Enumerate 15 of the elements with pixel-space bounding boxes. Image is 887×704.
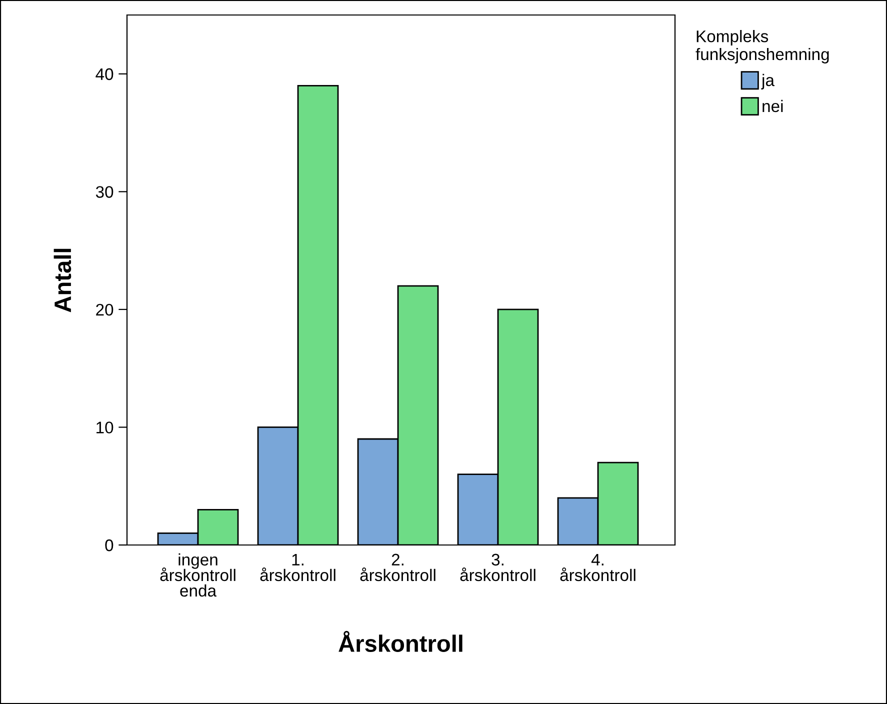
legend-label: nei (762, 100, 783, 112)
y-tick-label: 20 (96, 304, 114, 316)
x-tick-label: ingen årskontroll enda (160, 553, 236, 597)
x-tick-label: 4. årskontroll (560, 554, 636, 582)
y-tick-label: 40 (96, 68, 114, 80)
x-tick-label: 2. årskontroll (360, 554, 436, 582)
y-axis-title: Antall (54, 248, 72, 312)
y-tick-label: 0 (105, 539, 114, 552)
x-tick-label: 1. årskontroll (260, 554, 336, 582)
legend-title: Kompleks funksjonshemning (696, 30, 829, 64)
x-tick-label: 3. årskontroll (460, 554, 536, 582)
y-tick-label: 10 (96, 422, 114, 434)
y-tick-label: 30 (96, 186, 114, 198)
x-axis-title: Årskontroll (338, 630, 462, 652)
legend-label: ja (761, 74, 774, 90)
